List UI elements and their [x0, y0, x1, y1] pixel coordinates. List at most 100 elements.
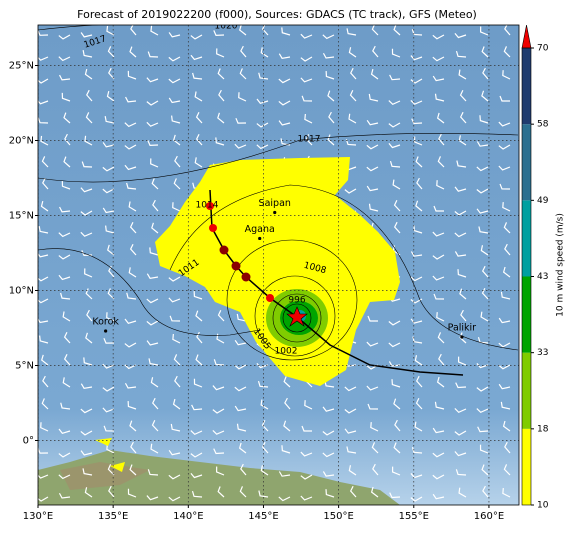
wind-barb — [129, 420, 137, 432]
wind-barb — [457, 269, 467, 278]
wind-barb — [148, 358, 159, 366]
wind-barb — [40, 200, 49, 212]
wind-barb — [278, 53, 291, 59]
wind-barb — [411, 447, 423, 454]
wind-barb — [168, 496, 181, 502]
place-marker — [104, 329, 108, 333]
wind-barb — [415, 398, 423, 410]
wind-barb — [350, 67, 357, 80]
wind-barb — [388, 142, 401, 149]
wind-barb — [478, 226, 489, 234]
wind-barb — [260, 399, 269, 410]
wind-barb — [327, 90, 335, 102]
wind-barb — [261, 25, 269, 36]
wind-barb — [86, 89, 93, 102]
wind-barb — [168, 56, 181, 62]
wind-barb — [84, 268, 93, 278]
wind-barb — [300, 33, 313, 39]
wind-barb — [366, 185, 379, 192]
wind-barb — [130, 25, 137, 36]
wind-barb — [235, 117, 247, 124]
wind-barb — [129, 243, 137, 256]
wind-barb — [129, 46, 137, 58]
wind-barb — [476, 188, 489, 194]
wind-barb — [80, 187, 93, 193]
wind-barb — [502, 487, 511, 498]
wind-barb — [368, 93, 379, 102]
wind-barb — [124, 144, 137, 150]
wind-barb — [393, 398, 401, 410]
wind-barb — [62, 377, 71, 388]
wind-barb — [168, 449, 181, 456]
wind-barb — [477, 426, 489, 433]
wind-barb — [300, 77, 313, 83]
wind-barb — [234, 405, 247, 412]
wind-barb — [278, 496, 291, 502]
wind-barb — [240, 45, 247, 58]
wind-barb — [500, 291, 511, 300]
wind-barb — [433, 205, 445, 212]
wind-barb — [150, 443, 159, 454]
colorbar-tick-label: 18 — [537, 424, 549, 434]
wind-barb — [128, 267, 137, 278]
wind-barb — [432, 493, 445, 500]
wind-barb — [193, 291, 203, 300]
wind-barb — [217, 68, 225, 80]
wind-barb — [58, 492, 71, 499]
wind-barb — [147, 469, 159, 476]
wind-barb — [168, 474, 181, 480]
wind-barb — [502, 420, 511, 432]
wind-barb — [410, 318, 423, 324]
wind-barb — [239, 25, 247, 36]
wind-barb — [41, 156, 49, 168]
wind-barb — [194, 157, 203, 168]
wind-barb — [216, 466, 225, 476]
wind-barb — [58, 74, 71, 81]
wind-barb — [60, 402, 71, 410]
wind-barb — [217, 310, 225, 322]
wind-barb — [498, 317, 511, 324]
wind-barb — [300, 474, 313, 480]
wind-barb — [60, 292, 71, 300]
wind-barb — [149, 247, 159, 256]
wind-barb — [80, 430, 93, 436]
wind-barb — [190, 34, 203, 40]
wind-barb — [234, 386, 247, 392]
wind-barb — [502, 70, 511, 80]
wind-barb — [503, 464, 511, 476]
wind-barb — [328, 111, 335, 124]
wind-barb — [103, 337, 115, 344]
wind-barb — [236, 313, 247, 322]
wind-barb — [236, 423, 247, 432]
wind-barb — [146, 121, 159, 127]
wind-barb — [39, 335, 49, 344]
wind-barb — [58, 274, 71, 281]
wind-barb — [498, 144, 511, 150]
colorbar-band — [522, 200, 531, 277]
wind-barb — [83, 357, 93, 366]
wind-barb — [283, 376, 291, 388]
wind-barb — [414, 421, 423, 432]
wind-barb — [85, 332, 93, 344]
wind-barb — [413, 225, 423, 234]
wind-barb — [261, 441, 269, 454]
colorbar-tick-label: 49 — [537, 196, 549, 206]
wind-barb — [498, 121, 511, 127]
wind-barb — [393, 221, 401, 234]
wind-barb — [389, 492, 401, 499]
wind-barb — [366, 119, 379, 126]
wind-barb — [168, 78, 181, 84]
wind-barb — [130, 441, 137, 454]
wind-barb — [261, 420, 269, 432]
wind-barb — [256, 362, 269, 369]
y-tick-label: 0° — [23, 436, 34, 447]
wind-barb — [457, 356, 467, 366]
wind-barb — [127, 488, 137, 498]
wind-barb — [38, 226, 49, 234]
wind-barb — [278, 100, 291, 106]
wind-barb — [480, 311, 489, 322]
wind-barb — [107, 244, 115, 256]
wind-barb — [102, 166, 115, 172]
wind-barb — [193, 378, 203, 388]
